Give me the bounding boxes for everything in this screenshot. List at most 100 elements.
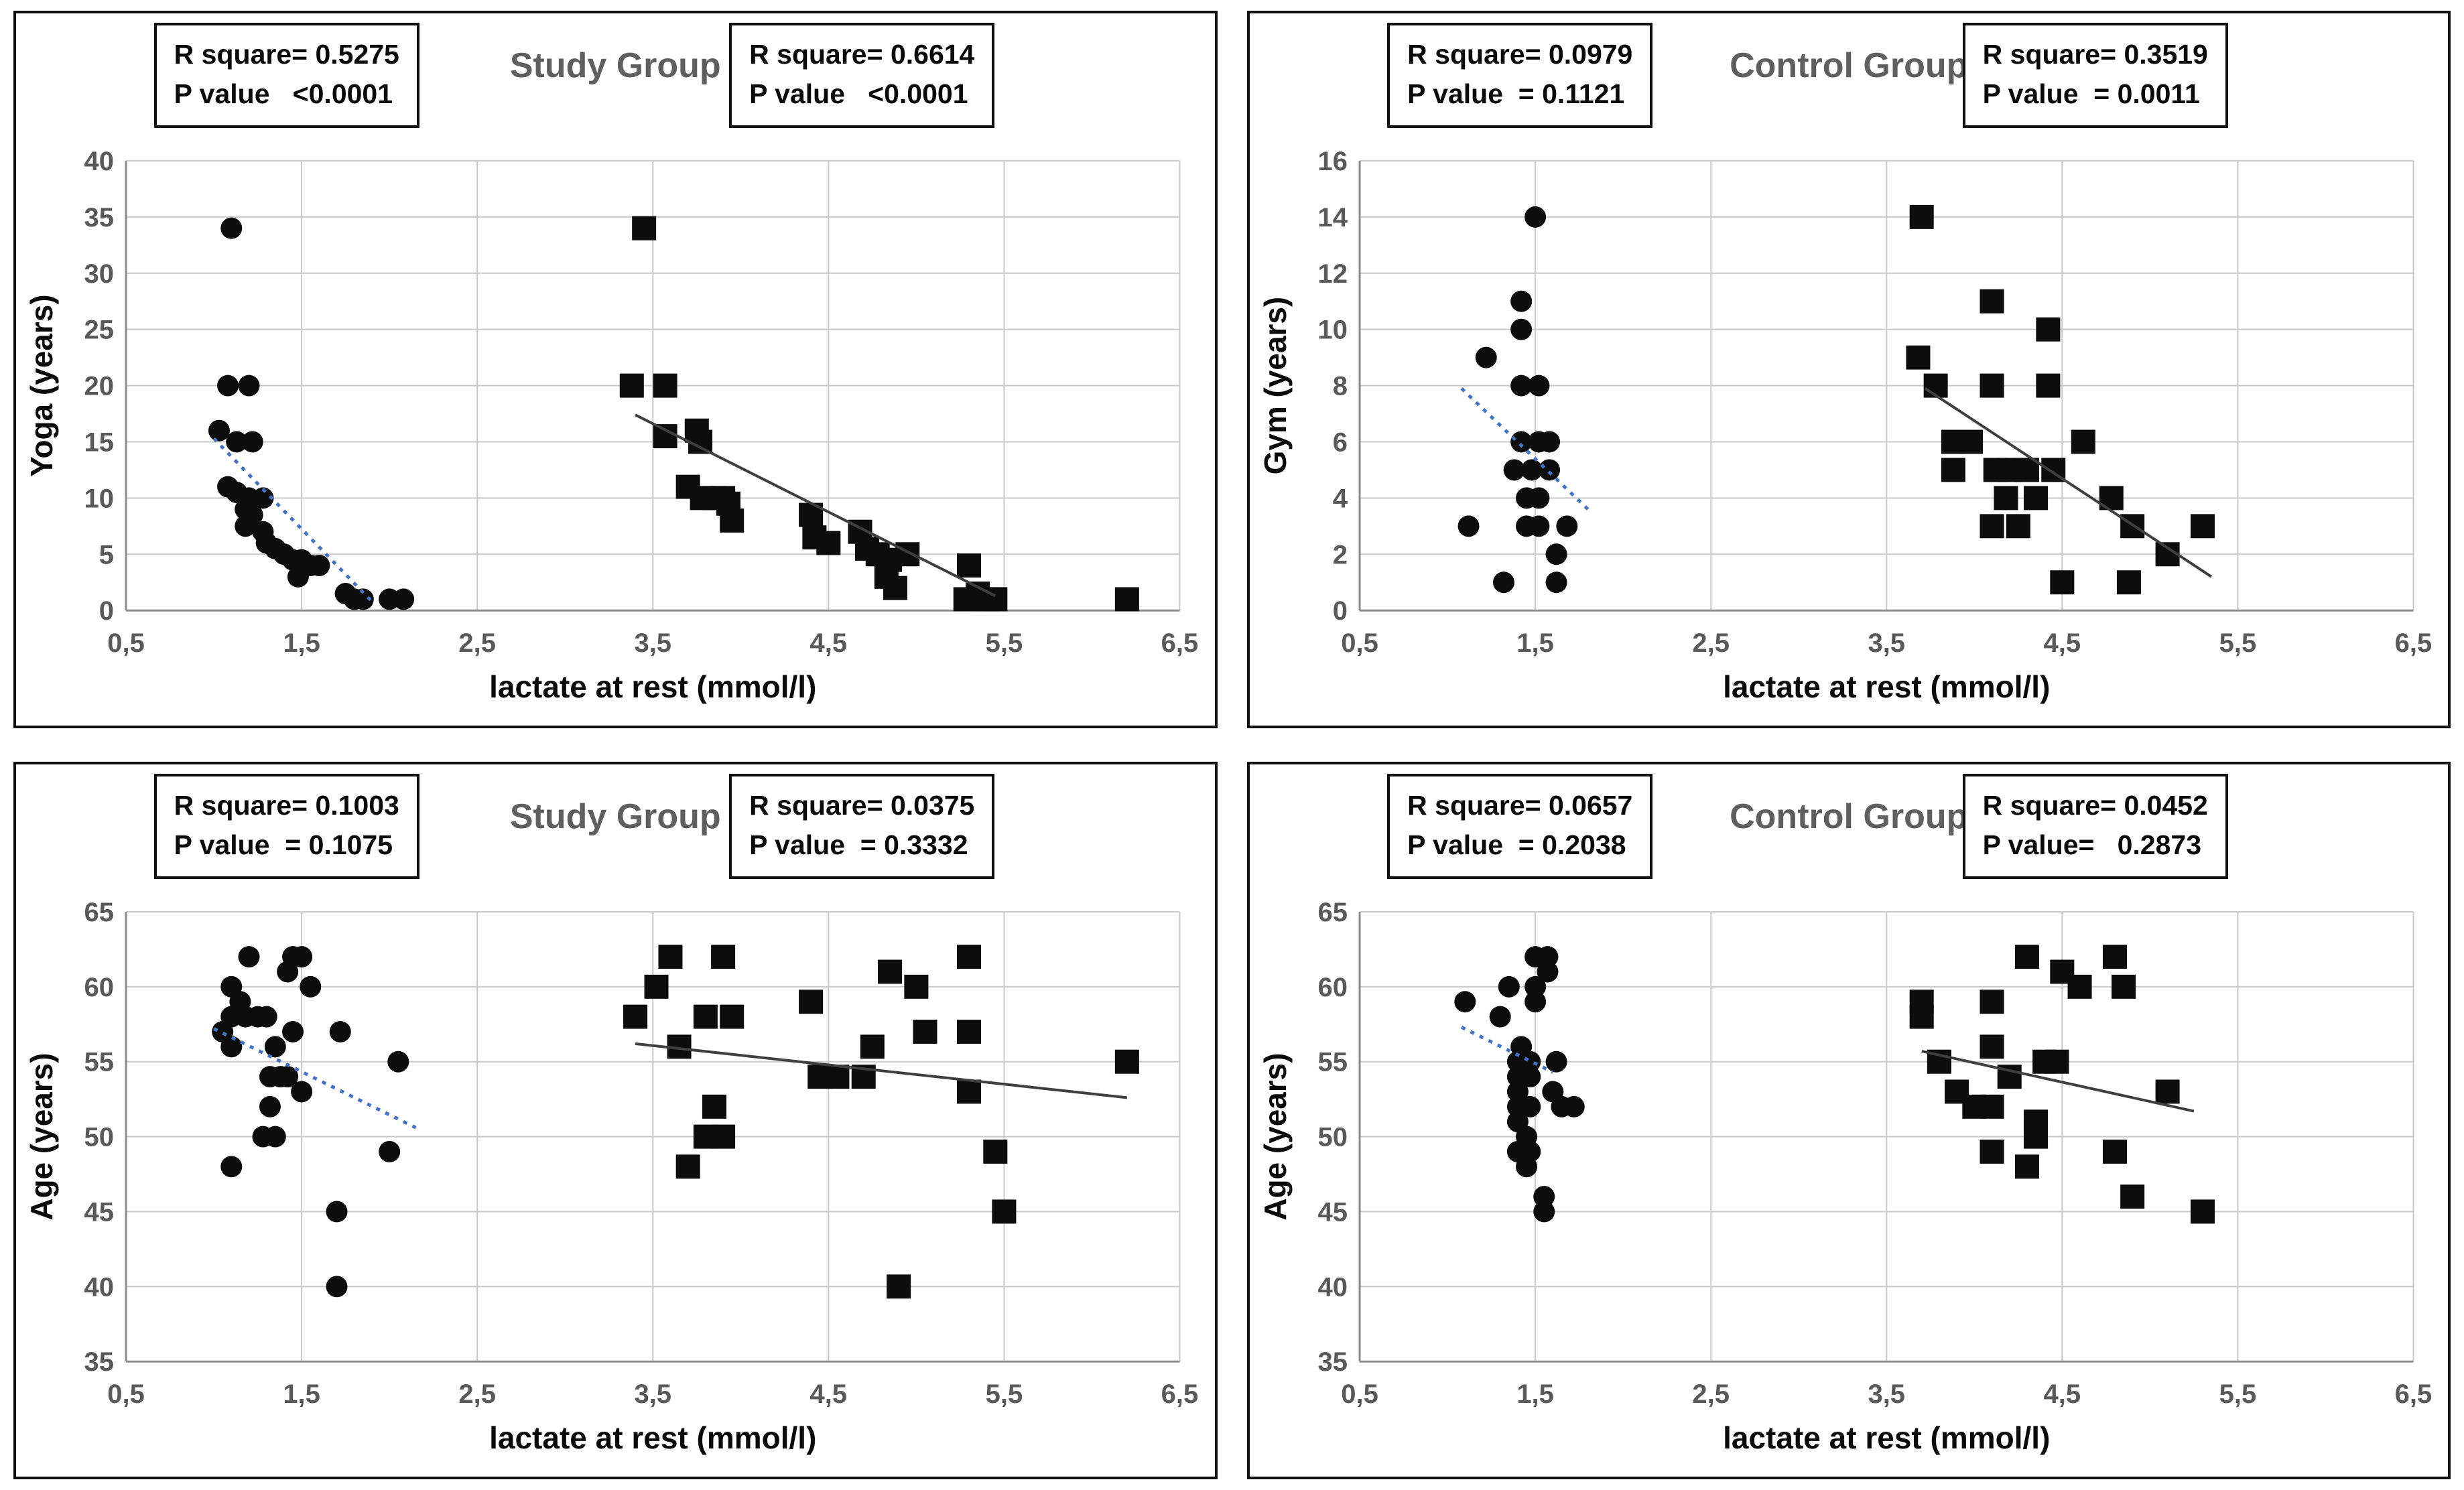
data-point-circle (1510, 318, 1532, 340)
x-tick-label: 4,5 (810, 628, 848, 658)
data-point-square (2067, 974, 2092, 999)
data-point-square (711, 1124, 736, 1149)
data-point-square (2071, 429, 2095, 454)
x-axis-title: lactate at rest (mmol/l) (1723, 669, 2050, 704)
data-point-circle (1510, 431, 1532, 453)
data-point-square (2023, 1124, 2048, 1149)
data-point-circle (1506, 1081, 1529, 1103)
data-point-square (860, 1034, 885, 1059)
x-tick-label: 4,5 (2043, 628, 2081, 658)
x-axis-title: lactate at rest (mmol/l) (489, 669, 816, 704)
trendline-dotted (1460, 1026, 1553, 1074)
data-point-square (688, 429, 713, 454)
x-tick-label: 1,5 (1516, 628, 1554, 658)
data-point-square (1980, 1139, 2004, 1164)
data-point-circle (1524, 991, 1546, 1013)
scatter-chart-control-gym: 0,5 1,5 2,5 3,5 4,5 5,5 6,5 0 2 4 6 8 10 12 14 16 lactat… (1257, 147, 2431, 704)
y-tick-label: 10 (84, 484, 115, 513)
data-point-circle (1538, 459, 1560, 481)
y-tick-label: 16 (1317, 147, 1348, 176)
data-point-square (2111, 974, 2136, 999)
x-tick-label: 2,5 (458, 628, 496, 658)
data-point-square (1980, 373, 2004, 398)
data-point-circle (1527, 487, 1549, 509)
chart-area: 0,5 1,5 2,5 3,5 4,5 5,5 6,5 0 2 4 6 8 10 12 14 16 lactat… (1252, 141, 2446, 723)
stats-box-squares: R square= 0.0375 P value = 0.3332 (729, 774, 995, 879)
stats-box-circles: R square= 0.0657 P value = 0.2038 (1387, 774, 1653, 879)
data-point-square (2116, 570, 2141, 595)
scatter-chart-control-age: 0,5 1,5 2,5 3,5 4,5 5,5 6,5 35 40 45 50 55 60 65 lacta… (1257, 898, 2431, 1455)
y-tick-label: 40 (84, 147, 115, 176)
data-point-circle (208, 419, 230, 442)
data-point-circle (287, 565, 309, 588)
y-axis-title: Gym (years) (1257, 297, 1292, 475)
y-tick-label: 35 (1317, 1347, 1348, 1377)
x-tick-label: 3,5 (1868, 1379, 1905, 1409)
data-point-circle (220, 217, 243, 239)
chart-area: 0,5 1,5 2,5 3,5 4,5 5,5 6,5 0 5 10 15 20 25 30 35 40 lac… (19, 141, 1212, 723)
trendline-solid (1921, 1050, 2194, 1113)
x-tick-label: 6,5 (1161, 628, 1199, 658)
data-point-circle (1538, 431, 1560, 453)
scatter-chart-study-yoga: 0,5 1,5 2,5 3,5 4,5 5,5 6,5 0 5 10 15 20 25 30 35 40 lac… (24, 147, 1199, 704)
data-point-square (720, 1004, 744, 1029)
y-tick-label: 4 (1332, 484, 1348, 513)
panel-study-age: R square= 0.1003 P value = 0.1075 Study … (13, 762, 1218, 1479)
x-tick-label: 5,5 (2219, 628, 2256, 658)
y-tick-label: 50 (84, 1123, 115, 1152)
data-point-square (1980, 1034, 2004, 1059)
y-tick-label: 0 (1332, 596, 1347, 626)
data-point-square (2014, 945, 2039, 969)
data-point-square (799, 990, 824, 1014)
data-point-square (2102, 1139, 2127, 1164)
panel-title: Control Group (1730, 797, 1968, 836)
y-tick-label: 35 (84, 203, 115, 232)
trendline-dotted (212, 437, 373, 603)
y-tick-label: 10 (1317, 316, 1348, 345)
x-tick-label: 2,5 (458, 1379, 496, 1409)
y-tick-label: 6 (1332, 427, 1347, 457)
data-point-circle (387, 1051, 409, 1073)
chart-area: 0,5 1,5 2,5 3,5 4,5 5,5 6,5 35 40 45 50 55 60 65 lacta… (1252, 892, 2446, 1474)
data-point-circle (1527, 375, 1549, 397)
y-axis-title: Age (years) (24, 1053, 59, 1220)
y-tick-label: 12 (1317, 259, 1348, 289)
trendline-solid (635, 1042, 1128, 1099)
data-point-circle (1492, 571, 1514, 594)
data-point-square (653, 424, 677, 449)
y-tick-label: 35 (84, 1347, 115, 1377)
data-point-circle (220, 1036, 243, 1058)
data-point-square (1114, 1049, 1139, 1074)
data-point-circle (277, 961, 299, 983)
y-tick-label: 45 (84, 1197, 115, 1227)
y-tick-label: 65 (84, 898, 115, 927)
x-tick-label: 4,5 (810, 1379, 848, 1409)
data-point-square (878, 959, 903, 984)
data-point-square (1980, 289, 2004, 314)
data-point-square (658, 945, 683, 969)
data-point-square (1941, 458, 1965, 482)
x-tick-label: 2,5 (1692, 1379, 1730, 1409)
data-point-square (693, 1004, 718, 1029)
data-point-square (2102, 945, 2127, 969)
x-tick-label: 3,5 (634, 1379, 671, 1409)
chart-area: 0,5 1,5 2,5 3,5 4,5 5,5 6,5 35 40 45 50 55 60 65 lacta… (19, 892, 1212, 1474)
data-point-circle (238, 375, 260, 397)
data-point-square (956, 553, 982, 578)
data-point-square (956, 1019, 982, 1044)
data-point-square (983, 1139, 1008, 1164)
y-tick-label: 30 (84, 259, 115, 289)
data-point-square (2049, 570, 2074, 595)
x-tick-label: 5,5 (986, 1379, 1023, 1409)
panel-title: Study Group (509, 797, 721, 836)
data-point-square (2014, 1154, 2039, 1179)
data-point-circle (259, 1095, 281, 1118)
data-point-circle (1524, 206, 1546, 228)
x-tick-label: 4,5 (2043, 1379, 2081, 1409)
data-point-square (619, 373, 644, 398)
data-point-square (956, 1079, 982, 1104)
x-tick-label: 6,5 (1161, 1379, 1199, 1409)
y-tick-label: 65 (1317, 898, 1348, 927)
data-point-square (956, 945, 982, 969)
